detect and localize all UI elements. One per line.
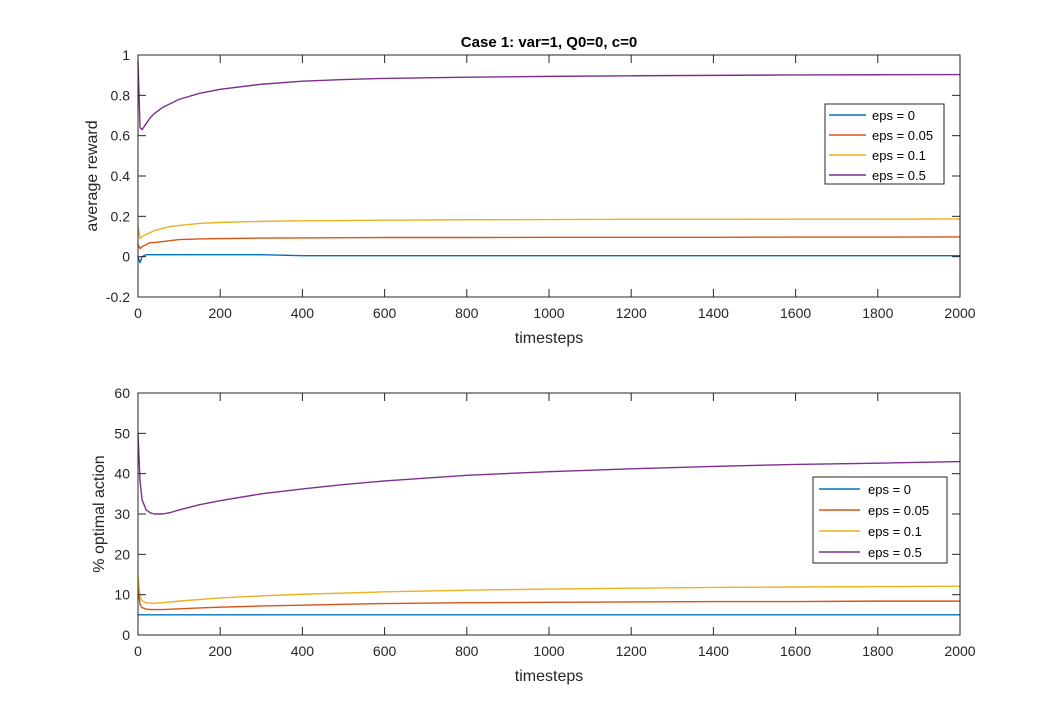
x-tick-label: 1400	[698, 643, 729, 659]
top-legend-label-eps-0-1: eps = 0.1	[872, 148, 926, 163]
top-series-lines	[137, 61, 961, 264]
x-tick-label: 1600	[780, 643, 811, 659]
x-tick-label: 400	[291, 643, 315, 659]
bottom-legend-label-eps-0-05: eps = 0.05	[868, 503, 929, 518]
x-tick-label: 600	[373, 643, 397, 659]
series-line-eps-0-5	[137, 433, 961, 515]
top-x-axis-label: timesteps	[515, 330, 583, 347]
y-tick-label: 0.8	[111, 87, 131, 103]
x-tick-label: 1200	[616, 643, 647, 659]
series-line-eps-0-1	[137, 218, 961, 240]
y-tick-label: 60	[114, 385, 130, 401]
x-tick-label: 1800	[862, 305, 893, 321]
x-tick-label: 1200	[616, 305, 647, 321]
x-tick-label: 2000	[944, 643, 975, 659]
bottom-chart: 0 200 400 600 800 1000 1200 1400 1600 1800 2000 0 1…	[91, 385, 976, 685]
x-tick-label: 400	[291, 305, 315, 321]
bottom-x-axis-label: timesteps	[515, 668, 583, 685]
bottom-x-ticks: 0 200 400 600 800 1000 1200 1400 1600 1800 2000	[134, 393, 976, 659]
bottom-y-ticks: 0 10 20 30 40 50 60	[114, 385, 960, 643]
x-tick-label: 2000	[944, 305, 975, 321]
x-tick-label: 0	[134, 643, 142, 659]
x-tick-label: 1800	[862, 643, 893, 659]
x-tick-label: 1000	[533, 643, 564, 659]
y-tick-label: 30	[114, 506, 130, 522]
top-legend: eps = 0 eps = 0.05 eps = 0.1 eps = 0.5	[824, 103, 945, 185]
top-legend-label-eps-0-05: eps = 0.05	[872, 128, 933, 143]
y-tick-label: 0.6	[111, 128, 131, 144]
y-tick-label: 10	[114, 587, 130, 603]
top-y-ticks: -0.2 0 0.2 0.4 0.6 0.8 1	[106, 47, 960, 305]
x-tick-label: 0	[134, 305, 142, 321]
y-tick-label: -0.2	[106, 289, 130, 305]
y-tick-label: 50	[114, 425, 130, 441]
bottom-series-lines	[137, 433, 961, 616]
x-tick-label: 200	[209, 305, 233, 321]
x-tick-label: 800	[455, 305, 479, 321]
bottom-legend: eps = 0 eps = 0.05 eps = 0.1 eps = 0.5	[812, 476, 948, 564]
bottom-legend-label-eps-0-1: eps = 0.1	[868, 524, 922, 539]
top-legend-label-eps-0: eps = 0	[872, 108, 915, 123]
x-tick-label: 600	[373, 305, 397, 321]
y-tick-label: 1	[122, 47, 130, 63]
x-tick-label: 200	[209, 643, 233, 659]
y-tick-label: 0	[122, 249, 130, 265]
top-x-ticks: 0 200 400 600 800 1000 1200 1400 1600 1800 2000	[134, 55, 976, 321]
x-tick-label: 1000	[533, 305, 564, 321]
series-line-eps-0-1	[137, 576, 961, 604]
x-tick-label: 1400	[698, 305, 729, 321]
bottom-y-axis-label: % optimal action	[91, 455, 108, 572]
x-tick-label: 800	[455, 643, 479, 659]
series-line-eps-0-05	[137, 236, 961, 250]
top-y-axis-label: average reward	[84, 120, 101, 231]
x-tick-label: 1600	[780, 305, 811, 321]
series-line-eps-0-05	[137, 586, 960, 611]
bottom-legend-label-eps-0-5: eps = 0.5	[868, 545, 922, 560]
y-tick-label: 0.2	[111, 208, 131, 224]
series-line-eps-0	[137, 253, 960, 264]
bottom-legend-label-eps-0: eps = 0	[868, 482, 911, 497]
y-tick-label: 20	[114, 546, 130, 562]
top-chart: Case 1: var=1, Q0=0, c=0 0 200 400 600 800 10…	[84, 34, 976, 347]
y-tick-label: 0.4	[111, 168, 131, 184]
series-line-eps-0-5	[137, 61, 961, 131]
top-legend-label-eps-0-5: eps = 0.5	[872, 168, 926, 183]
bottom-legend-box	[812, 476, 948, 564]
y-tick-label: 40	[114, 466, 130, 482]
y-tick-label: 0	[122, 627, 130, 643]
chart-title: Case 1: var=1, Q0=0, c=0	[461, 34, 637, 51]
top-legend-box	[824, 103, 945, 185]
